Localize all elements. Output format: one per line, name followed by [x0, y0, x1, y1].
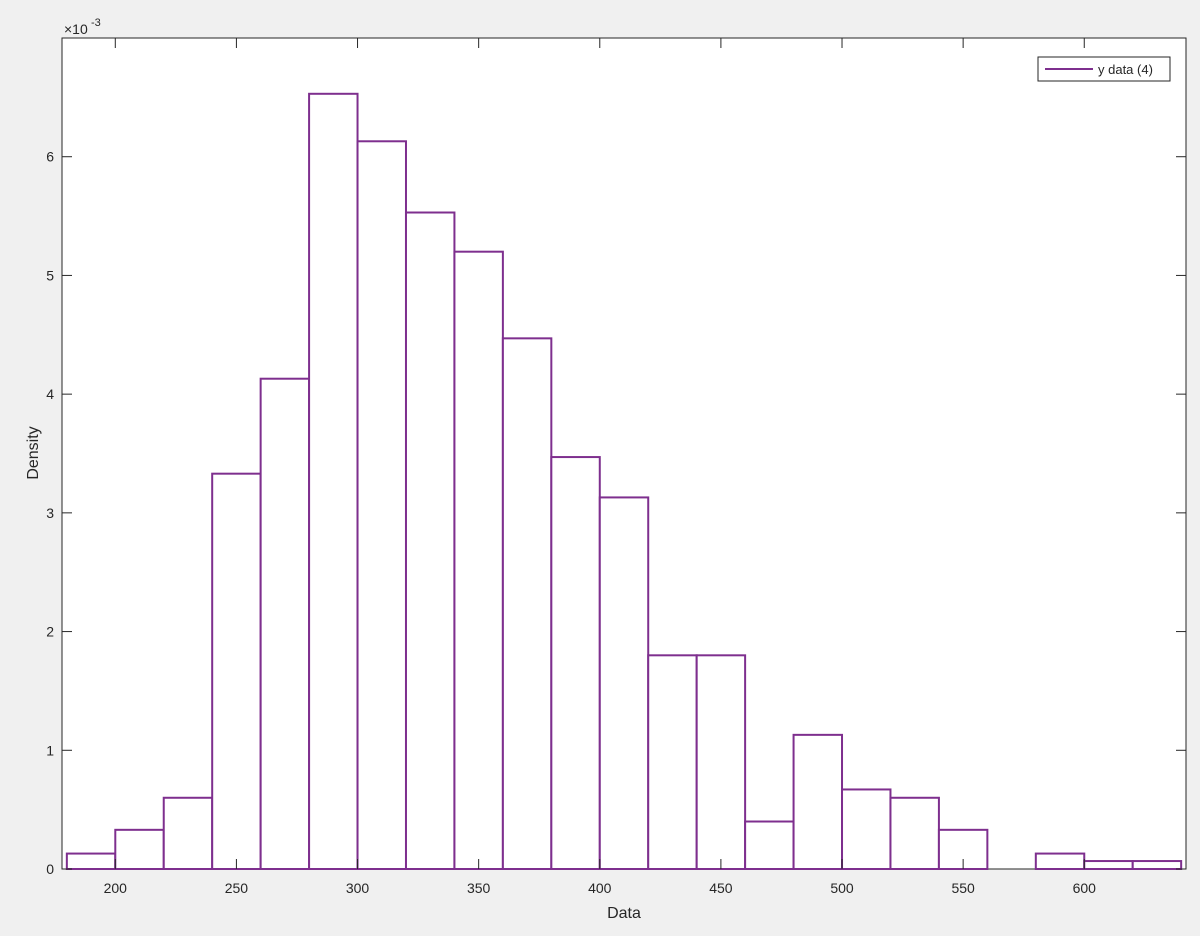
- histogram-bar: [404, 211, 456, 870]
- exponent-label: ×10 -3: [64, 17, 101, 37]
- histogram-bar: [259, 377, 311, 870]
- x-tick-label: 550: [951, 880, 975, 896]
- histogram-bar: [501, 337, 553, 870]
- y-tick-label: 3: [46, 505, 54, 521]
- histogram-bar: [550, 456, 601, 870]
- x-tick-label: 400: [588, 880, 612, 896]
- svg-text:×10: ×10: [64, 21, 88, 37]
- y-tick-label: 2: [46, 624, 54, 640]
- histogram-bar: [1131, 860, 1183, 870]
- histogram-bar: [1083, 860, 1134, 870]
- y-tick-label: 1: [46, 742, 54, 758]
- x-axis-label: Data: [607, 905, 641, 922]
- histogram-bar: [453, 250, 504, 870]
- histogram-bar: [65, 852, 117, 870]
- x-tick-label: 300: [346, 880, 370, 896]
- histogram-bar: [598, 496, 650, 870]
- histogram-bar: [889, 796, 940, 870]
- histogram-bar: [162, 796, 214, 870]
- histogram-bar: [1034, 852, 1086, 870]
- x-axis-ticks: 200 250 300 350 400 450 500 550 600: [104, 38, 1097, 896]
- histogram-bar: [744, 820, 795, 870]
- histogram-bar: [647, 654, 698, 870]
- histogram-bar: [211, 472, 262, 870]
- y-axis-label: Density: [25, 426, 42, 479]
- histogram-bar: [114, 828, 165, 870]
- y-tick-label: 0: [46, 861, 54, 877]
- legend: y data (4): [1037, 56, 1171, 82]
- x-tick-label: 450: [709, 880, 733, 896]
- x-tick-label: 200: [104, 880, 128, 896]
- legend-label: y data (4): [1098, 62, 1153, 77]
- histogram-bar: [792, 733, 844, 870]
- svg-text:-3: -3: [91, 17, 101, 29]
- y-axis-ticks: 0 1 2 3 4 5 6: [46, 149, 1186, 877]
- x-tick-label: 600: [1073, 880, 1097, 896]
- histogram-bar: [356, 140, 407, 870]
- x-tick-label: 350: [467, 880, 491, 896]
- histogram-bar: [695, 654, 747, 870]
- x-tick-label: 500: [830, 880, 854, 896]
- x-tick-label: 250: [225, 880, 249, 896]
- y-tick-label: 5: [46, 267, 54, 283]
- histogram-bar: [841, 788, 892, 870]
- histogram-bars: [65, 92, 1183, 870]
- y-tick-label: 6: [46, 149, 54, 165]
- y-tick-label: 4: [46, 386, 54, 402]
- histogram-bar: [308, 92, 359, 870]
